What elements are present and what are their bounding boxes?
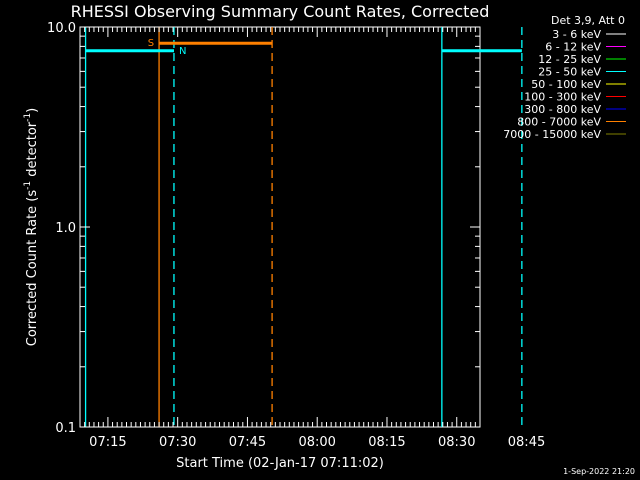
legend-item-label: 300 - 800 keV (524, 103, 601, 116)
event-lines (84, 27, 523, 427)
x-tick-label: 08:45 (508, 435, 545, 450)
x-tick-label: 08:30 (438, 435, 475, 450)
legend-item-label: 6 - 12 keV (545, 41, 601, 54)
x-axis-ticks: 07:15 07:30 07:45 08:00 08:15 08:30 08:45 (79, 27, 545, 450)
plot-frame (79, 26, 481, 428)
event-marker-n: N (179, 46, 186, 57)
y-axis-ticks: 0.1 1.0 10.0 (47, 21, 480, 436)
legend-item-label: 50 - 100 keV (531, 78, 601, 91)
plot-area: SN (79, 26, 523, 428)
series-lines (85, 41, 522, 53)
legend-item-label: 12 - 25 keV (538, 53, 601, 66)
y-tick-label: 0.1 (55, 421, 76, 436)
x-tick-label: 07:45 (229, 435, 266, 450)
legend-header: Det 3,9, Att 0 (551, 14, 625, 27)
legend-item-label: 100 - 300 keV (524, 91, 601, 104)
chart-title: RHESSI Observing Summary Count Rates, Co… (71, 2, 490, 21)
x-tick-label: 07:15 (89, 435, 126, 450)
legend-item-label: 800 - 7000 keV (517, 116, 601, 129)
legend-item-label: 3 - 6 keV (552, 28, 601, 41)
timestamp: 1-Sep-2022 21:20 (563, 467, 635, 476)
event-marker-s: S (148, 38, 154, 49)
legend-item-label: 25 - 50 keV (538, 66, 601, 79)
x-axis-label: Start Time (02-Jan-17 07:11:02) (176, 456, 384, 471)
x-tick-label: 07:30 (159, 435, 196, 450)
y-axis-label: Corrected Count Rate (s-1 detector-1) (23, 108, 40, 346)
x-tick-label: 08:00 (298, 435, 335, 450)
event-markers: SN (148, 38, 187, 57)
legend-item-label: 7000 - 15000 keV (503, 128, 601, 141)
x-tick-label: 08:15 (368, 435, 405, 450)
y-tick-label: 1.0 (55, 221, 76, 236)
y-tick-label: 10.0 (47, 21, 76, 36)
